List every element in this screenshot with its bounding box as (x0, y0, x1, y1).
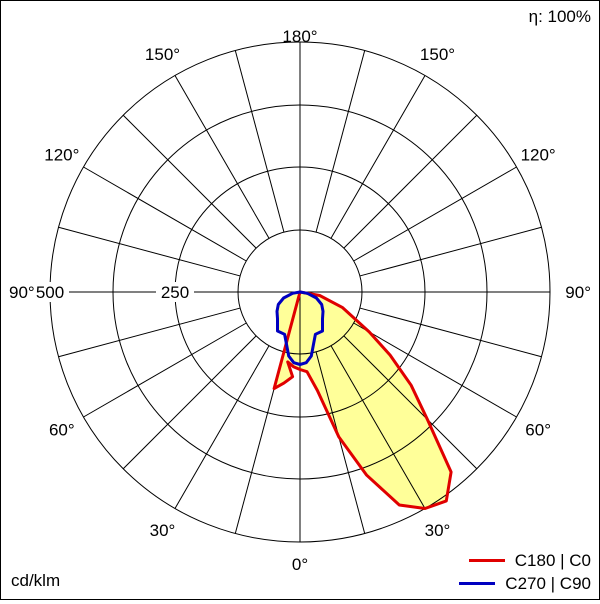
grid-spoke (330, 75, 426, 239)
grid-spoke (353, 166, 517, 262)
angle-label: 120° (521, 146, 556, 165)
angle-label: 90° (565, 283, 591, 302)
radial-tick-label: 500 (36, 283, 64, 302)
tick-label-bg (31, 282, 69, 302)
series-line-1 (275, 290, 325, 366)
grid-spoke (315, 351, 366, 534)
efficiency-label: η: 100% (528, 7, 591, 26)
tick-label-bg (156, 282, 194, 302)
grid-spoke (174, 75, 270, 239)
grid-spoke (122, 335, 257, 470)
grid-spoke (359, 226, 542, 277)
legend-swatch-blue (459, 582, 496, 585)
grid-spoke (353, 322, 517, 418)
grid-spoke (330, 345, 426, 509)
grid-spoke (58, 307, 241, 358)
legend-item-c180-c0: C180 | C0 (459, 549, 591, 572)
legend-swatch-red (468, 559, 505, 562)
grid-spoke (83, 166, 247, 262)
legend: C180 | C0 C270 | C90 (459, 549, 591, 595)
angle-label: 30° (425, 521, 451, 540)
grid-spoke (122, 114, 257, 249)
angle-label: 30° (150, 521, 176, 540)
angle-label: 60° (49, 421, 75, 440)
angle-label: 60° (525, 421, 551, 440)
angle-label: 150° (145, 45, 180, 64)
radial-tick-label: 250 (161, 283, 189, 302)
grid-spoke (343, 335, 478, 470)
grid-spoke (359, 307, 542, 358)
grid-spoke (83, 322, 247, 418)
grid-spoke (174, 345, 270, 509)
angle-label: 90° (9, 283, 35, 302)
grid-spoke (234, 50, 285, 233)
grid-spoke (58, 226, 241, 277)
legend-label: C270 | C90 (505, 573, 591, 593)
units-label: cd/klm (11, 571, 61, 590)
legend-item-c270-c90: C270 | C90 (459, 572, 591, 595)
angle-label: 120° (44, 146, 79, 165)
legend-label: C180 | C0 (514, 550, 591, 570)
angle-label: 180° (282, 27, 317, 46)
angle-label: 0° (292, 555, 308, 574)
grid-spoke (343, 114, 478, 249)
grid-spoke (315, 50, 366, 233)
angle-label: 150° (420, 45, 455, 64)
